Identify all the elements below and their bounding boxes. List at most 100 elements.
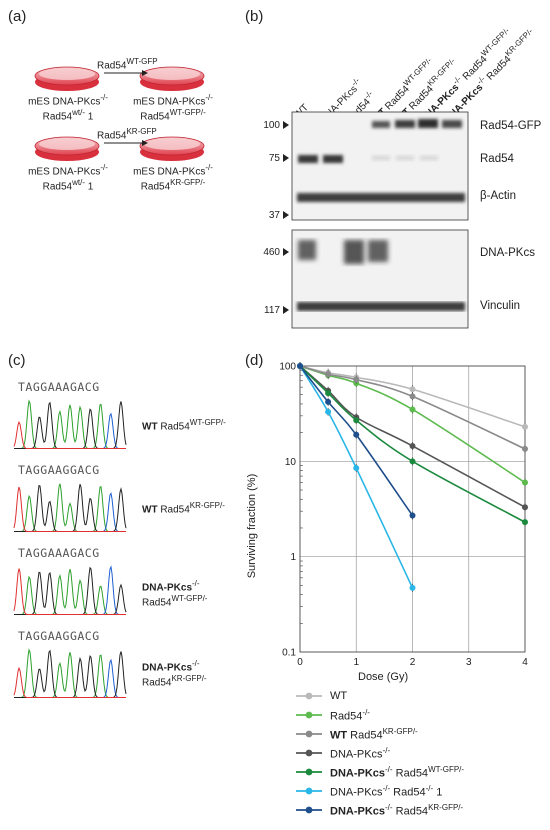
culture-dish-4 — [139, 136, 205, 161]
x-axis-label: Dose (Gy) — [358, 671, 409, 683]
data-point — [353, 431, 360, 438]
data-point — [353, 465, 360, 472]
panel-d-label: (d) — [245, 352, 264, 369]
sequence-2: TAGGAAGGACG — [18, 463, 100, 477]
marker-460: 460 — [263, 247, 280, 258]
trace-A — [14, 483, 126, 533]
y-axis-label: Surviving fraction (%) — [246, 473, 258, 579]
data-point — [409, 406, 416, 413]
panel-b-label: (b) — [245, 8, 264, 25]
legend-item: WT — [296, 688, 347, 704]
legend-label: DNA-PKcs-/- Rad54KR-GFP/- — [330, 802, 464, 818]
band-label-dna-pkcs: DNA-PKcs — [480, 247, 535, 259]
blot-top — [291, 111, 469, 221]
band-label-rad54-gfp: Rad54-GFP — [480, 120, 542, 132]
data-point — [353, 417, 360, 424]
x-tick-label: 1 — [353, 657, 359, 668]
y-tick-label: 0.1 — [282, 648, 296, 659]
data-point — [325, 408, 332, 415]
x-tick-label: 4 — [522, 657, 528, 668]
data-point — [353, 376, 360, 383]
arrow-2 — [104, 140, 148, 146]
legend-swatch — [296, 787, 322, 795]
data-point — [409, 393, 416, 400]
dish-4-caption: mES DNA-PKcs-/- Rad54KR-GFP/- — [133, 163, 213, 193]
data-point — [522, 504, 528, 511]
arrow-1 — [104, 70, 148, 76]
chromatogram-3 — [13, 565, 127, 616]
legend-swatch — [296, 711, 322, 719]
x-tick-label: 0 — [297, 657, 303, 668]
series-6 — [297, 362, 416, 592]
legend-swatch — [296, 730, 322, 738]
chromatogram-1 — [13, 399, 127, 450]
data-point — [522, 479, 528, 486]
marker-100: 100 — [263, 120, 280, 131]
marker-37: 37 — [268, 210, 280, 221]
series-line — [299, 365, 414, 589]
series-line — [299, 365, 526, 508]
trace-2-label: WT Rad54KR-GFP/- — [142, 501, 225, 516]
trace-1-label: WT Rad54WT-GFP/- — [142, 418, 226, 433]
data-point — [522, 519, 528, 526]
sequence-3: TAGGAAAGACG — [18, 546, 100, 560]
marker-arrows — [283, 121, 289, 314]
arrow-1-label: Rad54WT-GFP — [97, 57, 158, 72]
data-point — [325, 390, 332, 397]
legend-label: DNA-PKcs-/- Rad54WT-GFP/- — [330, 764, 465, 780]
legend-swatch — [296, 692, 322, 700]
trace-T — [13, 568, 126, 616]
band-label-vinculin: Vinculin — [480, 300, 521, 312]
y-tick-label: 1 — [290, 552, 296, 563]
trace-T — [13, 486, 126, 533]
data-point — [409, 442, 416, 449]
legend-label: DNA-PKcs-/- — [330, 745, 391, 761]
x-tick-label: 3 — [466, 657, 472, 668]
chromatogram-4 — [13, 648, 127, 699]
trace-3-label: DNA-PKcs-/- Rad54WT-GFP/- — [142, 579, 208, 609]
data-point — [325, 371, 332, 378]
marker-75: 75 — [268, 153, 280, 164]
trace-T — [13, 420, 126, 450]
trace-A — [14, 648, 126, 699]
culture-dish-3 — [34, 136, 100, 161]
data-point — [409, 512, 416, 519]
trace-A — [14, 399, 126, 450]
culture-dish-2 — [139, 66, 205, 91]
legend-label: WT — [330, 690, 348, 702]
trace-T — [13, 666, 126, 699]
data-point — [297, 363, 303, 369]
trace-4-label: DNA-PKcs-/- Rad54KR-GFP/- — [142, 659, 207, 689]
dish-3-caption: mES DNA-PKcs-/- Rad54wt/- 1 — [28, 163, 108, 193]
blot-bottom — [291, 229, 469, 329]
dish-1-caption: mES DNA-PKcs-/- Rad54wt/- 1 — [28, 93, 108, 123]
legend-label: DNA-PKcs-/- Rad54-/- 1 — [330, 783, 443, 799]
chromatogram-2 — [13, 483, 127, 533]
legend-item: DNA-PKcs-/- Rad54KR-GFP/- — [296, 802, 463, 818]
band-label-beta-actin: β-Actin — [480, 190, 517, 202]
y-tick-label: 10 — [285, 457, 297, 468]
y-tick-label: 100 — [279, 362, 296, 373]
culture-dish-1 — [34, 66, 100, 91]
arrow-2-label: Rad54KR-GFP — [97, 127, 157, 142]
marker-117: 117 — [264, 305, 280, 316]
series-7 — [297, 362, 416, 520]
legend-item: Rad54-/- — [296, 707, 370, 723]
legend-swatch — [296, 749, 322, 757]
legend-item: WT Rad54KR-GFP/- — [296, 726, 418, 742]
panel-a-label: (a) — [8, 8, 27, 25]
sequence-4: TAGGAAGGACG — [18, 629, 100, 643]
legend-label: WT Rad54KR-GFP/- — [330, 726, 418, 742]
data-point — [409, 458, 416, 465]
legend-label: Rad54-/- — [330, 707, 370, 723]
legend-swatch — [296, 768, 322, 776]
sequence-1: TAGGAAAGACG — [18, 380, 100, 394]
legend-item: DNA-PKcs-/- — [296, 745, 390, 761]
series-line — [299, 365, 526, 523]
x-tick-label: 2 — [410, 657, 416, 668]
series-line — [299, 365, 414, 517]
